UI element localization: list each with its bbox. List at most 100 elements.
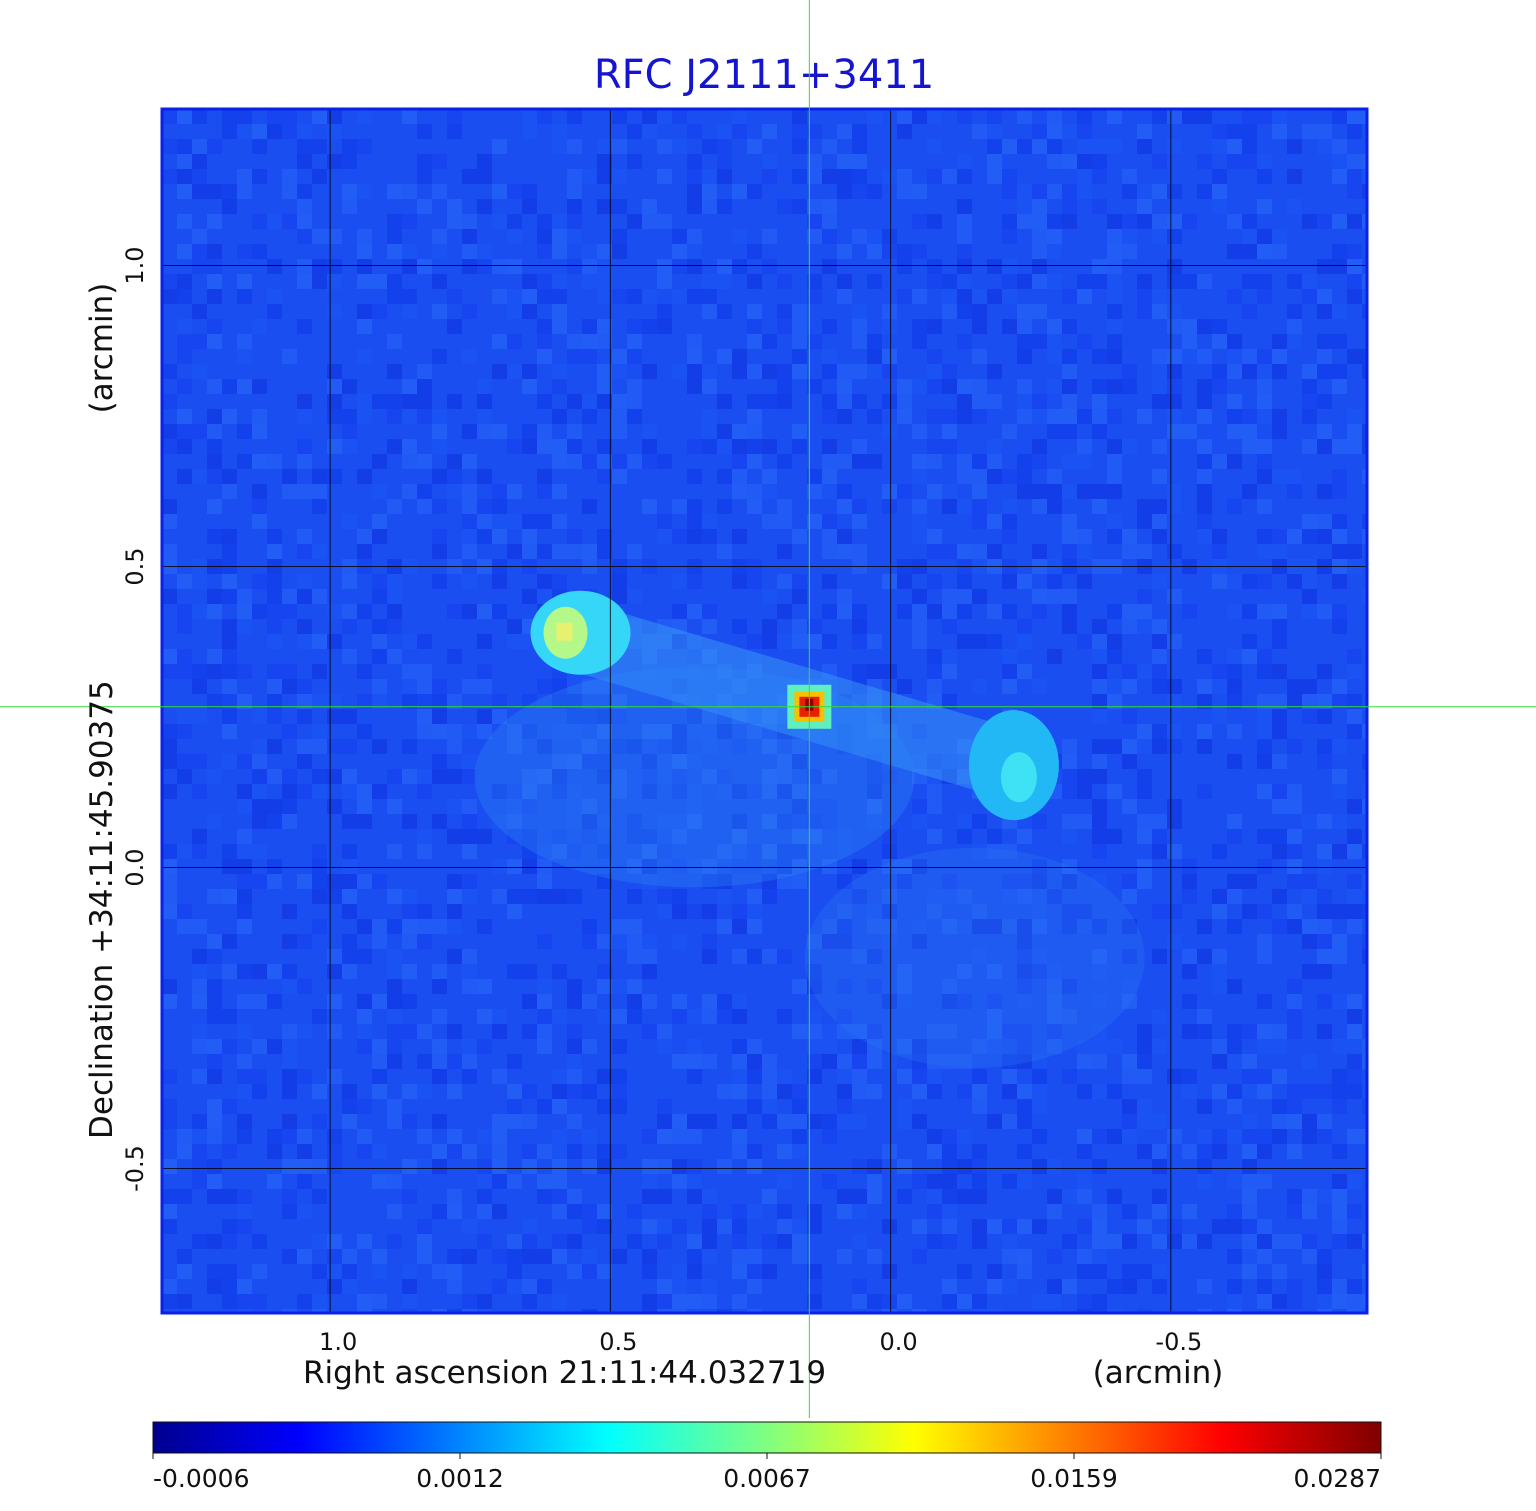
- noise-pixel: [897, 964, 912, 979]
- noise-pixel: [657, 1219, 672, 1234]
- noise-pixel: [522, 439, 537, 454]
- noise-pixel: [1107, 514, 1122, 529]
- noise-pixel: [1362, 1279, 1367, 1294]
- noise-pixel: [312, 1114, 327, 1129]
- noise-pixel: [1077, 274, 1092, 289]
- noise-pixel: [207, 1039, 222, 1054]
- noise-pixel: [837, 529, 852, 544]
- noise-pixel: [267, 814, 282, 829]
- noise-pixel: [162, 889, 177, 904]
- noise-pixel: [477, 1234, 492, 1249]
- noise-pixel: [222, 634, 237, 649]
- noise-pixel: [807, 1054, 822, 1069]
- noise-pixel: [1002, 1054, 1017, 1069]
- noise-pixel: [807, 469, 822, 484]
- noise-pixel: [732, 124, 747, 139]
- noise-pixel: [852, 334, 867, 349]
- noise-pixel: [1242, 649, 1257, 664]
- noise-pixel: [852, 1024, 867, 1039]
- noise-pixel: [1002, 169, 1017, 184]
- noise-pixel: [282, 1249, 297, 1264]
- noise-pixel: [237, 784, 252, 799]
- noise-pixel: [207, 1129, 222, 1144]
- noise-pixel: [1257, 754, 1272, 769]
- noise-pixel: [1152, 214, 1167, 229]
- noise-pixel: [1257, 364, 1272, 379]
- noise-pixel: [1137, 859, 1152, 874]
- noise-pixel: [537, 424, 552, 439]
- noise-pixel: [222, 124, 237, 139]
- noise-pixel: [1347, 1009, 1362, 1024]
- noise-pixel: [1272, 109, 1287, 124]
- noise-pixel: [972, 544, 987, 559]
- noise-pixel: [537, 1099, 552, 1114]
- noise-pixel: [1182, 274, 1197, 289]
- noise-pixel: [1242, 574, 1257, 589]
- noise-pixel: [432, 439, 447, 454]
- noise-pixel: [1032, 1159, 1047, 1174]
- noise-pixel: [1032, 589, 1047, 604]
- noise-pixel: [852, 1069, 867, 1084]
- noise-pixel: [732, 1219, 747, 1234]
- noise-pixel: [987, 1264, 1002, 1279]
- noise-pixel: [342, 784, 357, 799]
- noise-pixel: [537, 274, 552, 289]
- noise-pixel: [507, 1279, 522, 1294]
- noise-pixel: [327, 394, 342, 409]
- noise-pixel: [1212, 889, 1227, 904]
- noise-pixel: [1092, 1159, 1107, 1174]
- noise-pixel: [462, 1294, 477, 1309]
- noise-pixel: [207, 949, 222, 964]
- noise-pixel: [1212, 139, 1227, 154]
- noise-pixel: [1017, 334, 1032, 349]
- noise-pixel: [1182, 949, 1197, 964]
- noise-pixel: [1197, 919, 1212, 934]
- noise-pixel: [342, 379, 357, 394]
- noise-pixel: [882, 859, 897, 874]
- noise-pixel: [687, 334, 702, 349]
- noise-pixel: [852, 154, 867, 169]
- noise-pixel: [1362, 934, 1367, 949]
- noise-pixel: [387, 334, 402, 349]
- noise-pixel: [1002, 919, 1017, 934]
- noise-pixel: [1032, 1219, 1047, 1234]
- noise-pixel: [957, 244, 972, 259]
- noise-pixel: [567, 424, 582, 439]
- noise-pixel: [597, 679, 612, 694]
- noise-pixel: [777, 634, 792, 649]
- noise-pixel: [1107, 139, 1122, 154]
- noise-pixel: [1032, 124, 1047, 139]
- noise-pixel: [627, 1009, 642, 1024]
- noise-pixel: [732, 229, 747, 244]
- noise-pixel: [207, 214, 222, 229]
- noise-pixel: [852, 439, 867, 454]
- noise-pixel: [252, 139, 267, 154]
- noise-pixel: [282, 1309, 297, 1313]
- noise-pixel: [987, 1219, 1002, 1234]
- noise-pixel: [882, 844, 897, 859]
- noise-pixel: [522, 364, 537, 379]
- noise-pixel: [477, 724, 492, 739]
- noise-pixel: [267, 1129, 282, 1144]
- noise-pixel: [972, 394, 987, 409]
- noise-pixel: [852, 889, 867, 904]
- noise-pixel: [987, 1309, 1002, 1313]
- noise-pixel: [432, 724, 447, 739]
- noise-pixel: [372, 514, 387, 529]
- noise-pixel: [912, 1249, 927, 1264]
- noise-pixel: [567, 439, 582, 454]
- noise-pixel: [312, 844, 327, 859]
- noise-pixel: [852, 1279, 867, 1294]
- noise-pixel: [342, 514, 357, 529]
- noise-pixel: [462, 874, 477, 889]
- noise-pixel: [702, 1249, 717, 1264]
- noise-pixel: [1122, 619, 1137, 634]
- noise-pixel: [312, 919, 327, 934]
- noise-pixel: [867, 814, 882, 829]
- noise-pixel: [597, 1204, 612, 1219]
- noise-pixel: [1182, 1084, 1197, 1099]
- noise-pixel: [507, 1234, 522, 1249]
- noise-pixel: [1122, 874, 1137, 889]
- noise-pixel: [837, 1099, 852, 1114]
- noise-pixel: [1317, 604, 1332, 619]
